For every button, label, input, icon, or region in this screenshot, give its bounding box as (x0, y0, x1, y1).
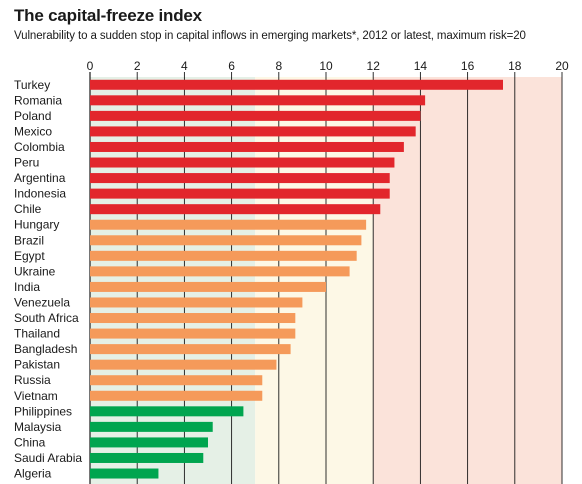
x-tick-label: 20 (555, 59, 569, 73)
bar (90, 281, 326, 292)
bar (90, 390, 263, 401)
category-label: South Africa (14, 311, 79, 325)
bar (90, 266, 350, 277)
category-label: Venezuela (14, 295, 70, 309)
category-label: India (14, 280, 40, 294)
chart-title: The capital-freeze index (14, 6, 202, 25)
bar (90, 375, 263, 386)
bar (90, 157, 395, 168)
category-label: Argentina (14, 171, 66, 185)
bar (90, 297, 303, 308)
bar (90, 328, 296, 339)
bar (90, 406, 244, 417)
category-label: Malaysia (14, 420, 62, 434)
bar (90, 95, 426, 106)
category-label: Hungary (14, 218, 59, 232)
bar (90, 437, 208, 448)
category-label: Ukraine (14, 264, 56, 278)
category-label: Poland (14, 109, 51, 123)
x-axis: 0 2 4 6 8 10 12 14 16 18 20 (87, 59, 569, 73)
bar (90, 219, 367, 230)
category-label: Saudi Arabia (14, 451, 82, 465)
x-tick-label: 10 (319, 59, 333, 73)
category-label: Romania (14, 93, 62, 107)
category-label: Egypt (14, 249, 45, 263)
x-tick-label: 12 (367, 59, 381, 73)
category-label: Turkey (14, 78, 50, 92)
category-label: Pakistan (14, 358, 60, 372)
bar (90, 468, 159, 479)
gridlines (89, 72, 563, 484)
bars (90, 79, 503, 479)
category-label: Bangladesh (14, 342, 77, 356)
category-label: Vietnam (14, 389, 58, 403)
risk-band-1 (255, 77, 374, 484)
category-label: Philippines (14, 404, 72, 418)
bar (90, 344, 291, 355)
bar (90, 173, 390, 184)
bar (90, 235, 362, 246)
x-tick-label: 0 (87, 59, 94, 73)
category-label: Peru (14, 156, 39, 170)
x-tick-label: 8 (275, 59, 282, 73)
bar (90, 421, 213, 432)
category-label: Mexico (14, 124, 52, 138)
x-tick-label: 2 (134, 59, 141, 73)
bar (90, 313, 296, 324)
x-tick-label: 4 (181, 59, 188, 73)
bar (90, 110, 421, 121)
category-label: Russia (14, 373, 51, 387)
bar (90, 188, 390, 199)
x-tick-label: 18 (508, 59, 522, 73)
bar (90, 126, 416, 137)
bar (90, 204, 381, 215)
bar (90, 79, 503, 90)
category-label: Brazil (14, 233, 44, 247)
category-label: Thailand (14, 327, 60, 341)
bar (90, 359, 277, 370)
chart-subtitle: Vulnerability to a sudden stop in capita… (14, 30, 526, 42)
category-label: Colombia (14, 140, 65, 154)
category-label: Chile (14, 202, 42, 216)
category-label: Indonesia (14, 187, 66, 201)
category-label: China (14, 435, 46, 449)
bar (90, 250, 357, 261)
bar (90, 141, 404, 152)
bar (90, 452, 204, 463)
x-tick-label: 16 (461, 59, 475, 73)
category-label: Algeria (14, 467, 52, 481)
x-tick-label: 14 (414, 59, 428, 73)
x-tick-label: 6 (228, 59, 235, 73)
